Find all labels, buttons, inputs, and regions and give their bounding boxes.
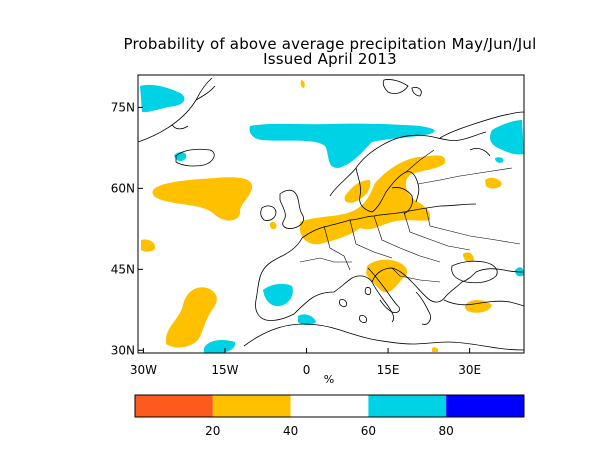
colorbar-tick-label: 60 (361, 424, 376, 438)
below-region-turkey (465, 299, 492, 313)
y-tick-label: 30N (111, 343, 135, 357)
coast-iceland (175, 148, 215, 167)
below-region-italy (366, 259, 408, 293)
below-region-iceland-north (300, 80, 305, 88)
y-tick-label: 45N (111, 262, 135, 276)
colorbar-tick-label: 20 (205, 424, 220, 438)
above-region-norwegian-sea (249, 123, 435, 168)
coast-balkans (415, 291, 524, 325)
coast-africa (243, 323, 524, 351)
coast-black-sea (451, 260, 498, 284)
y-tick-label: 75N (111, 100, 135, 114)
coastlines (138, 77, 524, 351)
above-region-arctic-spot (495, 157, 504, 163)
map-title: Probability of above average precipitati… (123, 35, 537, 53)
above-region-iceland (174, 152, 187, 162)
probability-shading (140, 80, 524, 353)
map-subtitle: Issued April 2013 (263, 50, 397, 68)
coast-baltic (391, 187, 413, 215)
above-region-iberia (263, 283, 293, 307)
colorbar-swatch (368, 395, 447, 417)
above-region-morocco (204, 340, 236, 353)
below-region-north-atlantic (152, 177, 253, 221)
below-region-subtropical (166, 287, 217, 348)
coast-ireland (260, 205, 277, 221)
y-tick-label: 60N (111, 181, 135, 195)
below-region-egypt (432, 347, 439, 352)
colorbar-swatch (290, 395, 369, 417)
colorbar-ticks: 20 40 60 80 (205, 424, 454, 438)
coast-greenland (138, 77, 216, 143)
below-region-north-sea (344, 180, 371, 203)
x-tick-label: 30E (458, 363, 481, 377)
x-tick-label: 15E (377, 363, 400, 377)
colorbar-swatch (212, 395, 291, 417)
country-borders (299, 149, 521, 283)
above-region-greenland-sea (140, 84, 185, 113)
colorbar-frame (134, 394, 525, 418)
above-region-algeria (298, 314, 316, 325)
x-tick-label: 30W (130, 363, 157, 377)
coast-islands (339, 287, 372, 323)
colorbar-tick-label: 40 (283, 424, 298, 438)
coast-italy (367, 267, 400, 313)
x-tick-label: 0 (303, 363, 311, 377)
coast-svalbard (382, 79, 422, 97)
map-frame (137, 74, 525, 354)
x-unit-label: % (324, 373, 334, 386)
x-tick-label: 15W (211, 363, 238, 377)
colorbar-swatch (446, 395, 524, 417)
above-region-barents (490, 120, 524, 155)
colorbar-swatch (135, 395, 213, 417)
below-region-urals (485, 177, 502, 189)
below-region-azores-west (141, 239, 156, 252)
colorbar (134, 394, 525, 418)
colorbar-tick-label: 80 (439, 424, 454, 438)
coast-britain (279, 189, 304, 229)
below-region-ireland-spot (269, 221, 277, 230)
y-axis: 75N 60N 45N 30N (111, 100, 143, 357)
below-region-central-europe (299, 155, 446, 245)
x-axis: 30W 15W 0 15E 30E (130, 348, 481, 377)
below-region-black-sea (463, 252, 474, 262)
coast-russia-north (439, 111, 524, 157)
